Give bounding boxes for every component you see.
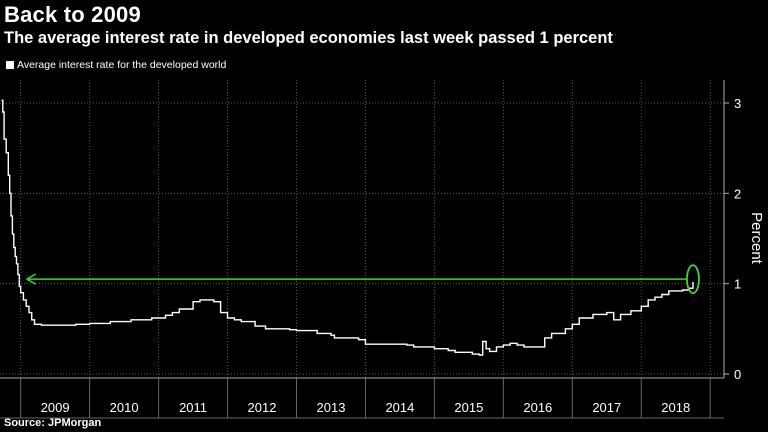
source-note: Source: JPMorgan: [4, 417, 102, 429]
x-tick-label: 2018: [661, 400, 690, 415]
y-axis: 0 1 2 3: [724, 96, 741, 382]
annotation-group: [26, 264, 700, 295]
y-tick-label: 1: [734, 277, 741, 292]
x-tick-label: 2010: [110, 400, 139, 415]
legend-label: Average interest rate for the developed …: [17, 59, 227, 71]
x-tick-label: 2017: [592, 400, 621, 415]
x-tick-label: 2016: [523, 400, 552, 415]
x-tick-label: 2013: [317, 400, 346, 415]
chart-subtitle: The average interest rate in developed e…: [4, 29, 613, 47]
x-tick-label: 2009: [41, 400, 70, 415]
x-axis: 2009 2010 2011 2012 2013 2014 2015 2016 2017 2018: [20, 378, 711, 418]
annotation-ellipse: [686, 264, 700, 295]
chart-title: Back to 2009: [4, 2, 141, 27]
x-tick-label: 2014: [385, 400, 414, 415]
x-tick-label: 2011: [179, 400, 207, 415]
x-tick-label: 2012: [248, 400, 277, 415]
y-tick-label: 3: [734, 96, 741, 111]
y-tick-label: 0: [734, 367, 741, 382]
legend: Average interest rate for the developed …: [6, 59, 226, 71]
grid: [0, 80, 724, 378]
y-tick-label: 2: [734, 186, 741, 201]
y-axis-label: Percent: [748, 212, 765, 265]
x-tick-label: 2015: [454, 400, 483, 415]
series-group: [1, 99, 694, 356]
legend-swatch: [6, 61, 14, 69]
axes: [0, 80, 725, 419]
series-line: [1, 99, 694, 356]
annotation-arrowhead: [26, 273, 37, 285]
